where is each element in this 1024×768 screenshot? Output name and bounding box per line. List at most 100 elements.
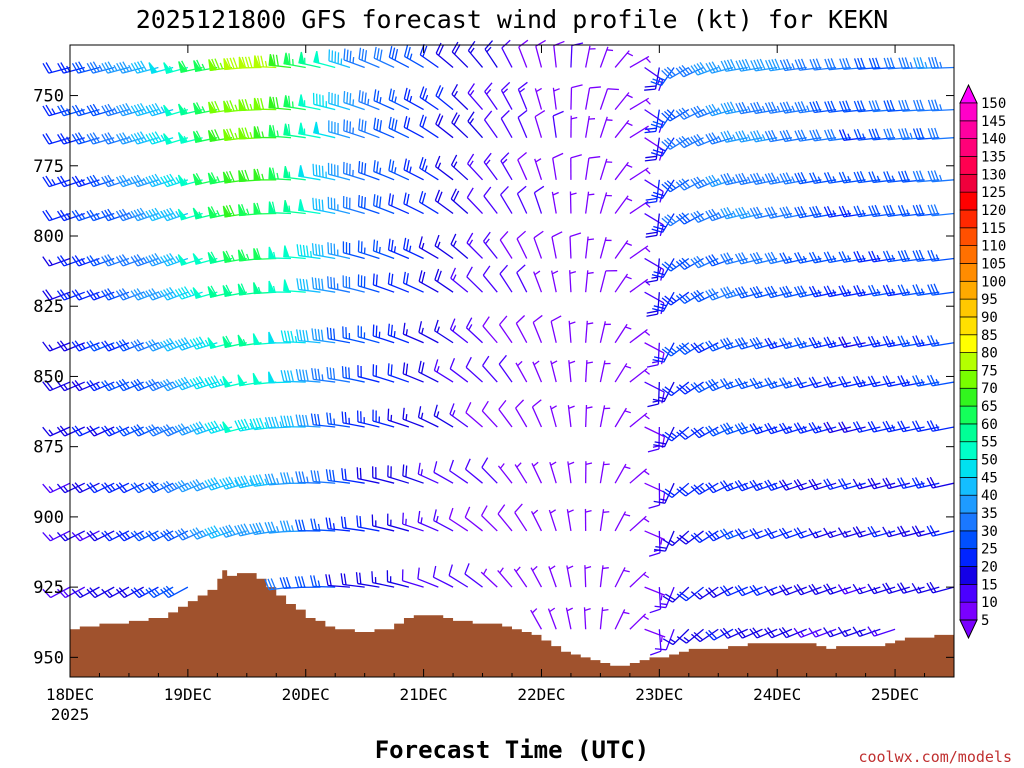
barb-flag	[222, 285, 232, 298]
barb-full	[498, 399, 507, 410]
wind-barb	[720, 59, 748, 72]
wind-barb	[130, 378, 159, 392]
barb-full	[782, 172, 789, 184]
x-axis-year: 2025	[51, 705, 90, 724]
barb-full	[871, 57, 877, 69]
barb-full	[885, 375, 892, 387]
barb-half	[95, 292, 101, 299]
barb-flag	[193, 60, 202, 73]
barb-shaft	[917, 530, 940, 537]
wind-barb	[534, 110, 546, 138]
barb-full	[180, 377, 189, 388]
barb-full	[240, 419, 247, 431]
barb-full	[767, 627, 776, 637]
barb-full	[782, 252, 789, 263]
barb-shaft	[419, 201, 439, 215]
barb-full	[737, 528, 746, 539]
barb-full	[678, 384, 689, 393]
barb-full	[678, 429, 689, 439]
barb-shaft	[298, 339, 321, 344]
barb-full	[500, 110, 510, 119]
barb-shaft	[78, 108, 100, 117]
wind-barb	[646, 258, 660, 284]
wind-barb	[599, 405, 611, 428]
barb-shaft	[655, 109, 660, 132]
wind-barb	[115, 339, 144, 352]
barb-full	[145, 105, 153, 117]
barb-shaft	[888, 381, 910, 388]
barb-full	[708, 340, 717, 351]
wind-barb	[823, 376, 852, 388]
barb-full	[402, 271, 406, 284]
barb-full	[749, 378, 757, 389]
barb-half	[183, 178, 188, 185]
barb-shaft	[418, 280, 439, 293]
barb-full	[260, 98, 265, 110]
barb-full	[421, 158, 427, 171]
barb-shaft	[327, 528, 350, 532]
wind-barb	[614, 511, 631, 532]
barb-shaft	[136, 66, 159, 74]
barb-full	[768, 102, 774, 114]
barb-full	[286, 472, 291, 484]
barb-full	[107, 132, 115, 143]
wind-barb	[268, 331, 292, 344]
barb-full	[779, 130, 786, 142]
barb-full	[785, 285, 793, 297]
barb-half	[817, 340, 822, 347]
barb-full	[708, 425, 717, 436]
barb-half	[746, 210, 751, 217]
wind-barb	[550, 360, 558, 383]
barb-full	[867, 583, 875, 594]
barb-full	[755, 285, 763, 297]
barb-full	[310, 470, 314, 482]
barb-full	[871, 250, 878, 262]
wind-barb	[883, 99, 910, 113]
barb-full	[210, 251, 218, 263]
barb-full	[770, 285, 778, 297]
barb-flag	[163, 133, 173, 145]
barb-full	[915, 170, 922, 182]
barb-full	[661, 217, 671, 227]
barb-shaft	[372, 477, 395, 484]
barb-full	[856, 100, 863, 112]
barb-full	[213, 525, 221, 536]
barb-full	[229, 128, 235, 140]
barb-full	[661, 69, 671, 79]
barb-full	[570, 154, 582, 159]
barb-full	[326, 327, 329, 339]
barb-flag	[238, 127, 246, 140]
barb-flag	[253, 282, 261, 295]
wind-barb	[778, 422, 807, 435]
barb-half	[924, 61, 928, 69]
barb-full	[767, 377, 775, 388]
barb-full	[341, 366, 344, 378]
barb-shaft	[358, 205, 380, 215]
barb-shaft	[63, 137, 85, 145]
wind-barb	[418, 321, 439, 344]
barb-full	[871, 128, 877, 140]
barb-full	[870, 375, 878, 387]
barb-full	[101, 210, 109, 221]
wind-barb	[705, 174, 734, 188]
barb-full	[151, 174, 159, 185]
wind-barb	[720, 377, 748, 390]
wind-barb	[852, 478, 881, 490]
barb-full	[174, 482, 183, 493]
barb-half	[788, 341, 793, 348]
barb-full	[501, 81, 511, 91]
barb-full	[719, 424, 728, 435]
barb-half	[48, 486, 54, 492]
barb-shaft	[484, 48, 498, 68]
barb-full	[329, 367, 333, 380]
barb-full	[356, 467, 359, 479]
barb-full	[214, 100, 221, 112]
barb-full	[933, 283, 940, 295]
colorbar-label: 55	[981, 435, 998, 451]
barb-full	[652, 398, 665, 403]
wind-barb	[552, 110, 564, 138]
barb-full	[249, 418, 256, 430]
barb-full	[290, 330, 294, 343]
barb-full	[419, 157, 424, 169]
barb-shaft	[770, 212, 793, 219]
